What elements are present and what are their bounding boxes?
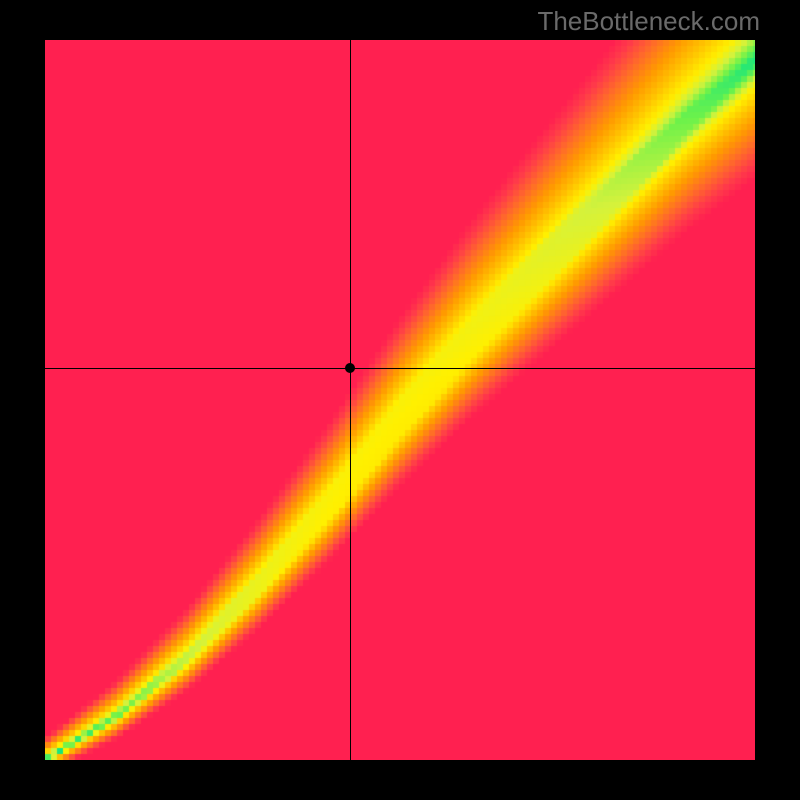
plot-area bbox=[45, 40, 755, 760]
watermark-text: TheBottleneck.com bbox=[537, 6, 760, 37]
crosshair-vertical bbox=[350, 40, 351, 760]
data-point-marker bbox=[345, 363, 355, 373]
heatmap-canvas bbox=[45, 40, 755, 760]
chart-container: TheBottleneck.com bbox=[0, 0, 800, 800]
crosshair-horizontal bbox=[45, 368, 755, 369]
